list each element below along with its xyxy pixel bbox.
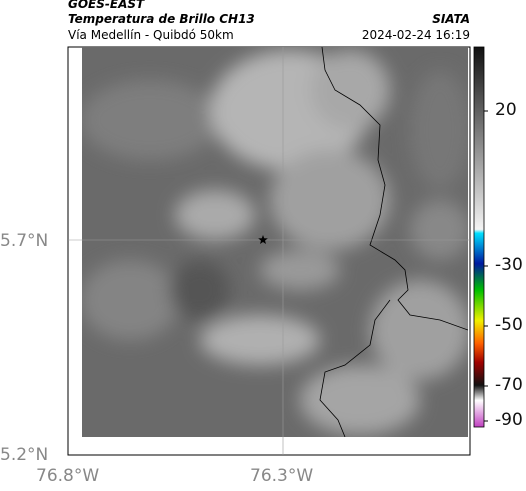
route: Vía Medellín - Quibdó 50km xyxy=(68,28,234,42)
colorbar-label: -50 xyxy=(495,315,523,335)
satellite-image xyxy=(82,47,468,437)
colorbar-label: 20 xyxy=(495,100,517,120)
lon-label: 76.8°W xyxy=(36,466,100,486)
colorbar xyxy=(473,46,485,428)
location-marker xyxy=(258,235,268,244)
lat-label: 5.2°N xyxy=(0,445,49,465)
colorbar-label: -30 xyxy=(495,255,523,275)
source: GOES-EAST xyxy=(68,0,145,11)
colorbar-ticks xyxy=(484,110,488,422)
colorbar-label: -90 xyxy=(495,410,523,430)
agency: SIATA xyxy=(432,12,470,26)
title: Temperatura de Brillo CH13 xyxy=(68,12,255,26)
timestamp: 2024-02-24 16:19 xyxy=(361,28,470,42)
lat-label: 5.7°N xyxy=(0,231,49,251)
colorbar-label: -70 xyxy=(495,375,523,395)
lon-label: 76.3°W xyxy=(250,466,314,486)
